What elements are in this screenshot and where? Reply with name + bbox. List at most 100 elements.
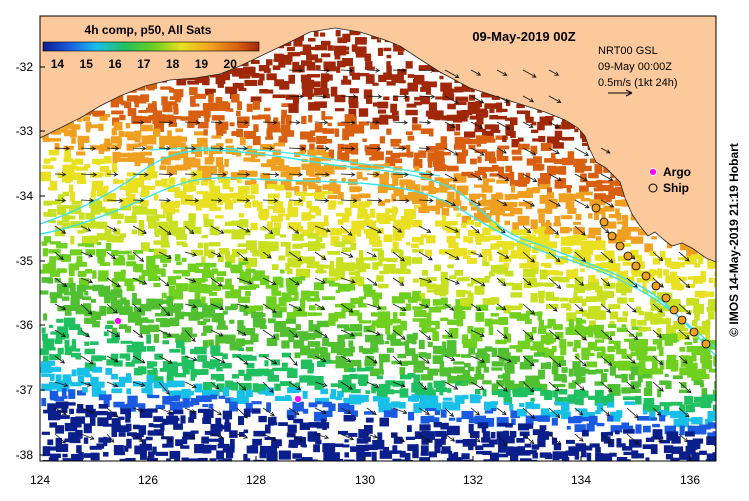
sst-patch — [215, 121, 229, 130]
sst-patch — [264, 369, 274, 377]
sst-patch — [112, 158, 118, 164]
sst-patch — [407, 411, 415, 421]
sst-patch — [278, 136, 288, 143]
sst-patch — [531, 326, 537, 334]
sst-patch — [572, 380, 581, 385]
velocity-arrow-head — [400, 437, 405, 443]
sst-patch — [271, 128, 281, 133]
sst-patch — [82, 387, 88, 393]
sst-patch — [496, 179, 509, 184]
sst-patch — [112, 151, 121, 162]
velocity-arrow-head — [214, 384, 220, 390]
sst-patch — [159, 367, 167, 372]
sst-patch — [594, 285, 603, 293]
velocity-arrow — [444, 381, 458, 390]
velocity-arrow — [470, 329, 485, 337]
sst-patch — [516, 103, 525, 109]
sst-patch — [684, 395, 694, 405]
sst-patch — [391, 332, 397, 343]
velocity-arrow — [132, 433, 143, 442]
sst-patch — [140, 151, 152, 156]
sst-patch — [110, 213, 124, 219]
sst-patch — [258, 354, 269, 358]
sst-patch — [77, 142, 85, 151]
sst-patch — [63, 317, 76, 328]
sst-patch — [441, 214, 446, 225]
sst-patch — [370, 324, 376, 333]
sst-patch — [505, 128, 511, 136]
sst-patch — [288, 332, 295, 342]
sst-patch — [231, 131, 239, 136]
sst-patch — [397, 51, 404, 55]
sst-patch — [259, 325, 267, 330]
velocity-arrow — [652, 381, 664, 392]
sst-patch — [481, 437, 491, 443]
velocity-arrow-head — [295, 281, 300, 286]
velocity-arrow-head — [324, 146, 330, 151]
sst-patch — [523, 228, 530, 235]
sst-patch — [336, 66, 341, 73]
sst-patch — [456, 353, 461, 357]
sst-patch — [328, 184, 341, 194]
sst-patch — [350, 194, 361, 202]
sst-patch — [105, 242, 112, 252]
sst-patch — [601, 298, 606, 307]
sst-patch — [481, 353, 490, 364]
sst-patch — [560, 346, 567, 356]
sst-patch — [68, 402, 76, 406]
sst-patch — [565, 201, 575, 210]
sst-patch — [287, 257, 296, 268]
sst-patch — [407, 296, 418, 303]
sst-patch — [251, 311, 264, 319]
sst-patch — [475, 445, 484, 451]
velocity-arrow-head — [294, 410, 300, 415]
sst-patch — [183, 220, 196, 230]
velocity-arrow — [418, 225, 431, 233]
sst-patch — [225, 261, 232, 268]
sst-patch — [343, 334, 356, 340]
sst-patch — [686, 248, 698, 256]
velocity-arrow — [600, 251, 614, 263]
sst-patch — [69, 249, 83, 256]
sst-patch — [642, 425, 651, 433]
velocity-arrow-head — [192, 252, 198, 257]
sst-patch — [399, 179, 412, 186]
sst-patch — [441, 430, 447, 440]
velocity-arrow — [444, 251, 460, 260]
sst-patch — [698, 460, 704, 461]
sst-patch — [447, 264, 454, 269]
sst-patch — [474, 170, 484, 175]
sst-patch — [315, 177, 321, 184]
sst-patch — [91, 355, 103, 362]
sst-patch — [71, 124, 81, 130]
velocity-arrow — [470, 95, 484, 104]
sst-patch — [517, 137, 524, 142]
velocity-arrow-head — [583, 177, 588, 182]
sst-patch — [404, 459, 414, 461]
velocity-arrow — [678, 329, 690, 340]
sst-patch — [208, 389, 220, 397]
sst-patch — [608, 340, 615, 344]
velocity-arrow — [288, 121, 300, 123]
velocity-arrow — [470, 355, 485, 363]
sst-patch — [372, 117, 384, 125]
sst-patch — [341, 177, 346, 183]
sst-patch — [162, 205, 175, 215]
sst-patch — [313, 87, 323, 96]
velocity-arrow — [80, 355, 94, 365]
sst-patch — [204, 88, 214, 96]
sst-patch — [273, 58, 280, 62]
sst-patch — [414, 101, 422, 106]
sst-patch — [385, 150, 393, 155]
sst-patch — [568, 368, 574, 377]
sst-patch — [162, 443, 168, 448]
sst-patch — [111, 388, 123, 394]
ship-marker — [607, 231, 617, 241]
velocity-arrow — [80, 303, 92, 315]
velocity-arrow-head — [219, 146, 225, 151]
sst-patch — [636, 255, 643, 262]
velocity-arrow — [106, 329, 120, 337]
sst-patch — [350, 389, 361, 394]
sst-patch — [237, 101, 242, 111]
legend: Argo Ship — [648, 165, 691, 195]
